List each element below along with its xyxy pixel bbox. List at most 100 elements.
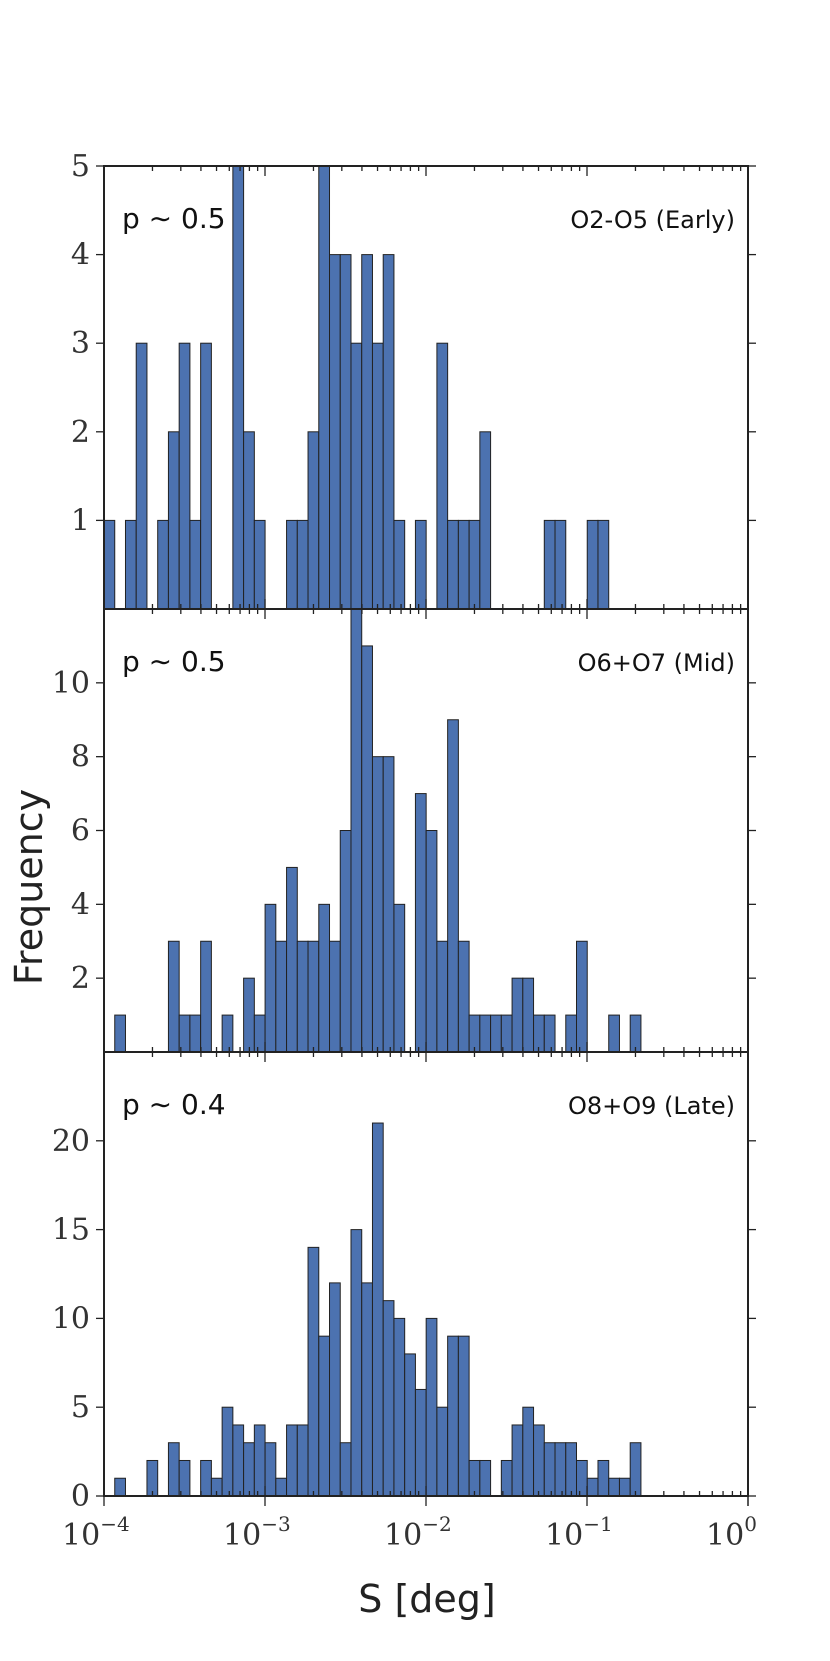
histogram-bar xyxy=(371,1122,384,1497)
histogram-bar xyxy=(629,1442,642,1497)
y-tick-label: 10 xyxy=(52,1301,90,1336)
histogram-bar xyxy=(522,977,535,1053)
histogram-bar xyxy=(286,1424,298,1497)
histogram-bar xyxy=(318,165,331,610)
histogram-bar xyxy=(296,940,309,1053)
histogram-bar xyxy=(425,830,438,1053)
panel-annotation-p: p ∼ 0.5 xyxy=(122,645,226,678)
histogram-bar xyxy=(543,519,556,610)
histogram-bar xyxy=(307,940,320,1053)
histogram-bar xyxy=(393,519,406,610)
histogram-bar xyxy=(200,940,212,1053)
histogram-bar xyxy=(339,830,352,1053)
histogram-bar xyxy=(554,519,567,610)
x-tick-label: 10−2 xyxy=(384,1512,452,1553)
histogram-bar xyxy=(608,1477,620,1497)
histogram-bar xyxy=(608,1014,620,1053)
histogram-bar xyxy=(189,1014,202,1053)
histogram-bar xyxy=(618,1477,631,1497)
histogram-bar xyxy=(189,519,202,610)
histogram-bar xyxy=(436,1406,449,1497)
histogram-bar xyxy=(167,940,180,1053)
histogram-bar xyxy=(318,903,331,1053)
y-axis-label: Frequency xyxy=(7,789,51,985)
histogram-bar xyxy=(232,1424,245,1497)
histogram-bar xyxy=(371,756,384,1053)
histogram-bar xyxy=(124,519,137,610)
histogram-bar xyxy=(178,1459,191,1497)
y-tick-label: 2 xyxy=(71,415,90,450)
histogram-bar xyxy=(468,519,481,610)
histogram-bar xyxy=(511,977,524,1053)
histogram-bar xyxy=(243,431,255,610)
y-tick-label: 4 xyxy=(71,887,90,922)
x-axis-label: S [deg] xyxy=(358,1577,495,1621)
histogram-bar xyxy=(135,342,148,610)
histogram-bar xyxy=(543,1014,556,1053)
histogram-bar xyxy=(253,1424,266,1497)
histogram-bar xyxy=(200,1459,212,1497)
histogram-bar xyxy=(404,1353,416,1497)
panel-annotation-class: O8+O9 (Late) xyxy=(568,1092,735,1120)
y-tick-label: 5 xyxy=(71,1390,90,1425)
x-tick-label: 10−4 xyxy=(62,1512,130,1553)
histogram-bar xyxy=(382,254,395,610)
histogram-bar xyxy=(479,1014,492,1053)
histogram-bar xyxy=(586,1477,599,1497)
histogram-bar xyxy=(103,519,116,610)
histogram-bar xyxy=(468,1014,481,1053)
histogram-bar xyxy=(264,1442,277,1497)
histogram-bar xyxy=(253,1014,266,1053)
panel-middle: 2 4 6 8 10 p ∼ 0.5 O6+O7 (Mid) xyxy=(52,608,756,1053)
histogram-bar xyxy=(114,1477,126,1497)
panel-annotation-class: O6+O7 (Mid) xyxy=(578,649,735,677)
histogram-bar xyxy=(414,793,427,1053)
histogram-bar xyxy=(339,1442,352,1497)
histogram-bar xyxy=(382,756,395,1053)
histogram-bar xyxy=(447,1335,459,1497)
histogram-bar xyxy=(318,1335,331,1497)
y-tick-label: 5 xyxy=(71,149,90,184)
histogram-bar xyxy=(307,1246,320,1497)
histogram-bar xyxy=(436,940,449,1053)
histogram-bar xyxy=(371,342,384,610)
x-tick-labels: 10−4 10−3 10−2 10−1 100 xyxy=(62,1512,757,1553)
histogram-bar xyxy=(629,1014,642,1053)
panel-bottom: 0 5 10 15 20 p ∼ 0.4 O8+O9 (Late) xyxy=(52,1051,756,1514)
histogram-bar xyxy=(447,519,459,610)
histogram-bar xyxy=(243,977,255,1053)
histogram-bar xyxy=(286,519,298,610)
histogram-bar xyxy=(522,1406,535,1497)
histogram-bar xyxy=(146,1459,159,1497)
y-tick-label: 6 xyxy=(71,814,90,849)
y-tick-label: 0 xyxy=(71,1479,90,1514)
histogram-bar xyxy=(457,519,470,610)
histogram-bar xyxy=(361,645,373,1053)
y-tick-label: 2 xyxy=(71,961,90,996)
histogram-bar xyxy=(393,903,406,1053)
histogram-bar xyxy=(565,1014,578,1053)
histogram-bar xyxy=(414,519,427,610)
histogram-bar xyxy=(350,342,363,610)
y-tick-label: 1 xyxy=(71,503,90,538)
histogram-bar xyxy=(200,342,212,610)
panel-annotation-class: O2-O5 (Early) xyxy=(570,206,735,234)
histogram-bar xyxy=(307,431,320,610)
histogram-bar xyxy=(393,1317,406,1497)
histogram-bar xyxy=(414,1388,427,1497)
histogram-bar xyxy=(457,1335,470,1497)
histogram-bar xyxy=(339,254,352,610)
histogram-bar xyxy=(296,519,309,610)
x-tick-label: 10−3 xyxy=(223,1512,291,1553)
histogram-bar xyxy=(576,940,588,1053)
histogram-bar xyxy=(479,1459,492,1497)
histogram-bar xyxy=(264,903,277,1053)
histogram-bar xyxy=(232,165,245,610)
histogram-bar xyxy=(167,431,180,610)
histogram-bar xyxy=(350,1229,363,1497)
histogram-bar xyxy=(167,1442,180,1497)
histogram-bar xyxy=(221,1406,234,1497)
histogram-bar xyxy=(500,1014,513,1053)
histogram-bar xyxy=(329,940,341,1053)
